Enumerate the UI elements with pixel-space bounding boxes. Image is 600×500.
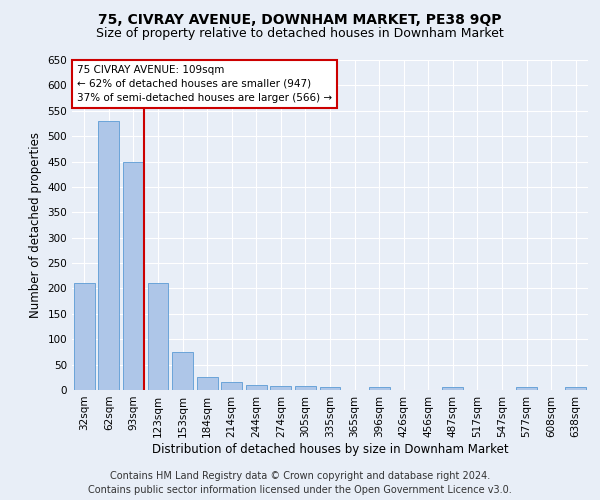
Bar [295,386,316,390]
Y-axis label: Number of detached properties: Number of detached properties [29,132,42,318]
Text: 75, CIVRAY AVENUE, DOWNHAM MARKET, PE38 9QP: 75, CIVRAY AVENUE, DOWNHAM MARKET, PE38 … [98,12,502,26]
Bar [320,388,340,390]
Bar [98,121,119,390]
Text: Size of property relative to detached houses in Downham Market: Size of property relative to detached ho… [96,28,504,40]
Bar [197,378,218,390]
Bar [368,388,389,390]
Bar [74,284,95,390]
Text: 75 CIVRAY AVENUE: 109sqm
← 62% of detached houses are smaller (947)
37% of semi-: 75 CIVRAY AVENUE: 109sqm ← 62% of detach… [77,65,332,103]
X-axis label: Distribution of detached houses by size in Downham Market: Distribution of detached houses by size … [152,442,508,456]
Bar [442,388,463,390]
Bar [246,385,267,390]
Bar [172,352,193,390]
Bar [148,284,169,390]
Text: Contains HM Land Registry data © Crown copyright and database right 2024.
Contai: Contains HM Land Registry data © Crown c… [88,471,512,495]
Bar [565,388,586,390]
Bar [271,386,292,390]
Bar [221,382,242,390]
Bar [516,388,537,390]
Bar [123,162,144,390]
